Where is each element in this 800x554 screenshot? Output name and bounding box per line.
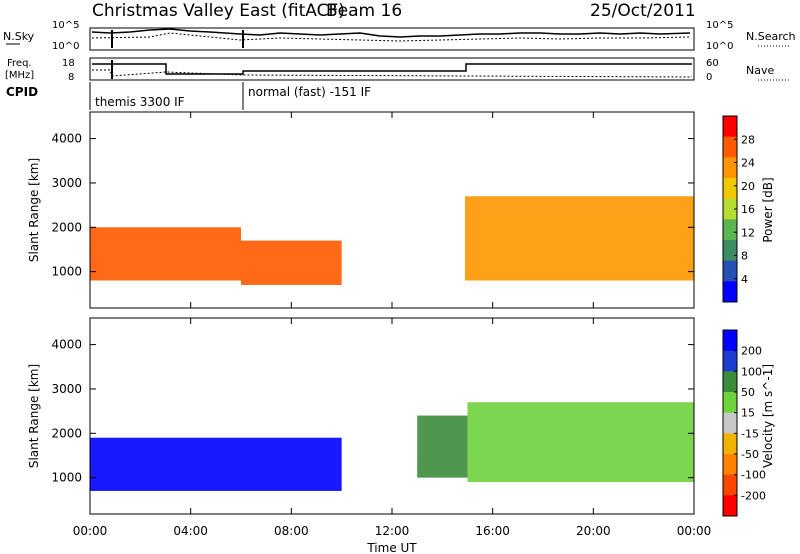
- nave-series: [92, 69, 693, 78]
- cpid-segment-2: normal (fast) -151 IF: [248, 85, 371, 99]
- velocity-colorbar: 200 100 50 15 -15 -50 -100 -200: [722, 329, 766, 517]
- colorbar-tick-label: -15: [741, 427, 759, 440]
- x-tick-label: 00:00: [677, 524, 712, 538]
- colorbar-swatch: [723, 240, 737, 262]
- colorbar-tick-label: -200: [741, 489, 766, 502]
- colorbar-swatch: [723, 330, 737, 352]
- nsearch-tick-high: 10^5: [706, 20, 733, 31]
- colorbar-swatch: [723, 157, 737, 179]
- freq-tick-high: 18: [62, 58, 75, 69]
- colorbar-tick-label: 12: [741, 226, 755, 239]
- x-tick-label: 04:00: [173, 524, 208, 538]
- power-panel: 1000 2000 3000 4000 Slant Range [km]: [27, 111, 695, 309]
- colorbar-swatch: [723, 392, 737, 414]
- colorbar-swatch: [723, 474, 737, 496]
- colorbar-tick-label: -50: [741, 448, 759, 461]
- x-axis-label: Time UT: [366, 541, 417, 554]
- colorbar-swatch: [723, 412, 737, 434]
- data-region: [464, 196, 694, 281]
- nsearch-series: [91, 32, 691, 42]
- velocity-ylabel: Slant Range [km]: [27, 364, 41, 468]
- x-tick-label: 12:00: [375, 524, 410, 538]
- colorbar-swatch: [723, 198, 737, 220]
- colorbar-swatch: [723, 350, 737, 372]
- colorbar-swatch: [723, 281, 737, 303]
- colorbar-frame: [722, 329, 738, 517]
- data-region: [467, 402, 694, 483]
- freq-label-line2: [MHz]: [5, 70, 34, 81]
- cpid-segment-1: themis 3300 IF: [95, 95, 185, 109]
- colorbar-swatch: [723, 178, 737, 200]
- colorbar-swatch: [723, 116, 737, 138]
- nsky-tick-low: 10^0: [52, 41, 79, 52]
- colorbar-tick-label: 4: [741, 273, 748, 286]
- colorbar-tick-label: 100: [741, 365, 762, 378]
- cpid-label: CPID: [6, 85, 38, 99]
- velocity-data-layer: [90, 402, 694, 491]
- power-yticks: 1000 2000 3000 4000: [51, 132, 694, 279]
- x-axis-ticks: 00:00 04:00 08:00 12:00 16:00 20:00 00:00: [73, 112, 712, 538]
- x-tick-label: 08:00: [274, 524, 309, 538]
- y-tick-label: 1000: [51, 265, 82, 279]
- nsky-label: N.Sky: [3, 30, 35, 43]
- colorbar-tick-label: 15: [741, 407, 755, 420]
- y-tick-label: 2000: [51, 426, 82, 440]
- colorbar-tick-label: 16: [741, 203, 755, 216]
- freq-tick-low: 8: [68, 72, 74, 83]
- y-tick-label: 3000: [51, 382, 82, 396]
- colorbar-tick-label: -100: [741, 469, 766, 482]
- colorbar-tick-label: 24: [741, 157, 755, 170]
- date-label: 25/Oct/2011: [590, 1, 696, 21]
- power-ylabel: Slant Range [km]: [27, 158, 41, 262]
- y-tick-label: 3000: [51, 176, 82, 190]
- power-colorbar-label: Power [dB]: [761, 177, 775, 242]
- nave-tick-low: 0: [706, 72, 712, 83]
- colorbar-tick-label: 50: [741, 386, 755, 399]
- data-region: [417, 415, 468, 478]
- velocity-yticks: 1000 2000 3000 4000: [51, 338, 694, 485]
- velocity-panel: 1000 2000 3000 4000 Slant Range [km]: [27, 317, 695, 515]
- colorbar-swatch: [723, 433, 737, 455]
- x-tick-label: 16:00: [475, 524, 510, 538]
- data-region: [90, 437, 342, 491]
- nave-tick-high: 60: [706, 58, 719, 69]
- velocity-colorbar-label: Velocity [m s^-1]: [761, 364, 775, 468]
- colorbar-swatch: [723, 260, 737, 282]
- nsky-tick-high: 10^5: [52, 20, 79, 31]
- y-tick-label: 2000: [51, 220, 82, 234]
- x-tick-label: 20:00: [576, 524, 611, 538]
- nsearch-tick-low: 10^0: [706, 41, 733, 52]
- nave-label: Nave: [746, 64, 774, 77]
- colorbar-tick-label: 28: [741, 133, 755, 146]
- colorbar-swatch: [723, 136, 737, 158]
- colorbar-tick-label: 200: [741, 345, 762, 358]
- colorbar-swatch: [723, 495, 737, 517]
- data-region: [90, 227, 241, 281]
- nsky-panel-frame: [89, 27, 695, 51]
- power-colorbar: 28 24 20 16 12 8 4: [722, 115, 755, 303]
- beam-label: Beam 16: [326, 1, 402, 21]
- colorbar-tick-label: 8: [741, 250, 748, 263]
- nsearch-label: N.Search: [746, 30, 796, 43]
- nsky-series: [91, 28, 691, 38]
- chart-title: Christmas Valley East (fitACF): [92, 1, 345, 21]
- freq-panel-frame: [89, 57, 695, 81]
- colorbar-swatch: [723, 219, 737, 241]
- data-region: [241, 240, 342, 285]
- x-tick-label: 00:00: [73, 524, 108, 538]
- power-data-layer: [90, 196, 694, 285]
- y-tick-label: 4000: [51, 338, 82, 352]
- freq-series: [92, 63, 692, 75]
- colorbar-swatch: [723, 371, 737, 393]
- colorbar-swatch: [723, 454, 737, 476]
- colorbar-tick-label: 20: [741, 180, 755, 193]
- y-tick-label: 1000: [51, 471, 82, 485]
- freq-label-line1: Freq.: [7, 58, 32, 69]
- y-tick-label: 4000: [51, 132, 82, 146]
